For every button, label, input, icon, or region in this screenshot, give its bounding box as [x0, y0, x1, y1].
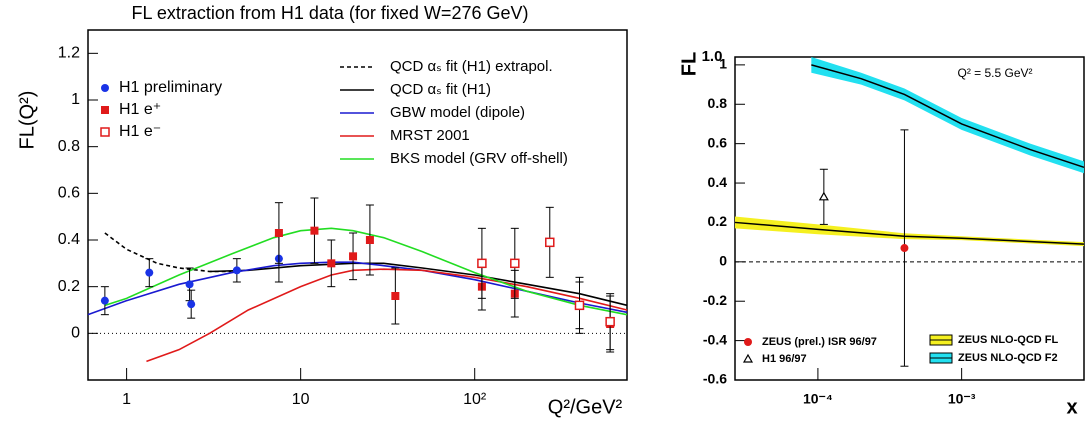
- data-point: [349, 252, 358, 261]
- data-point: [232, 266, 241, 275]
- data-point: [187, 300, 196, 309]
- data-point: [327, 259, 336, 268]
- y-tick-label: -0.4: [703, 331, 727, 347]
- y-tick-label: 0: [71, 325, 80, 342]
- data-point: [605, 316, 615, 327]
- x-tick-label: 10⁻⁴: [803, 391, 833, 407]
- y-tick-label: 0.4: [58, 231, 80, 248]
- data-point: [818, 191, 829, 201]
- y-tick-label: -0.6: [703, 371, 727, 387]
- x-tick-label: 10²: [463, 391, 487, 408]
- data-point: [185, 280, 194, 289]
- legend-marker: [101, 106, 109, 114]
- legend-marker: [100, 127, 110, 137]
- plot-frame: [734, 56, 1085, 381]
- x-tick-label: 10⁻³: [948, 391, 976, 407]
- y-tick-label: -0.2: [703, 292, 727, 308]
- legend-label: H1 e⁻: [119, 123, 161, 140]
- x-axis-label: Q²/GeV²: [548, 396, 623, 418]
- y-tick-label: 0.4: [708, 174, 728, 190]
- legend-label: MRST 2001: [390, 127, 470, 144]
- data-point: [900, 244, 909, 253]
- data-point: [574, 300, 585, 311]
- legend-label: QCD αₛ fit (H1) extrapol.: [390, 58, 553, 75]
- band: [735, 216, 1084, 247]
- legend-label: ZEUS NLO-QCD F2: [958, 352, 1058, 364]
- legend-label: H1 preliminary: [119, 79, 222, 96]
- data-point: [365, 236, 374, 244]
- data-point: [477, 258, 487, 269]
- x-tick-label: 10: [292, 391, 310, 408]
- legend-label: GBW model (dipole): [390, 104, 525, 121]
- annotation: 1.0: [702, 48, 723, 65]
- curve: [209, 262, 628, 307]
- annotation: Q² = 5.5 GeV²: [957, 66, 1032, 80]
- y-tick-label: 0.6: [58, 185, 80, 202]
- y-tick-label: 0.6: [708, 134, 728, 150]
- curve: [104, 232, 232, 273]
- y-tick-label: 0.2: [708, 213, 728, 229]
- y-axis-label: FL(Q²): [16, 91, 38, 150]
- legend-label: BKS model (GRV off-shell): [390, 150, 568, 167]
- x-axis-label: x: [1066, 396, 1077, 418]
- curve: [146, 268, 628, 363]
- legend-label: H1 96/97: [762, 353, 807, 365]
- legend-label: ZEUS (prel.) ISR 96/97: [762, 336, 877, 348]
- data-point: [510, 258, 520, 269]
- legend-marker: [744, 338, 752, 346]
- legend-marker: [742, 353, 754, 363]
- plot-frame: [87, 29, 628, 381]
- data-point: [310, 226, 319, 235]
- y-tick-label: 1.2: [58, 45, 80, 62]
- x-tick-label: 1: [122, 391, 131, 408]
- data-point: [545, 237, 555, 248]
- legend-marker: [101, 84, 109, 92]
- y-axis-label: FL: [678, 52, 700, 76]
- y-tick-label: 1: [719, 56, 727, 72]
- legend-label: ZEUS NLO-QCD FL: [958, 334, 1058, 346]
- legend-label: QCD αₛ fit (H1): [390, 81, 491, 98]
- data-point: [100, 296, 109, 305]
- curve: [104, 227, 628, 316]
- legend-label: H1 e⁺: [119, 101, 161, 118]
- y-tick-label: 1: [71, 91, 80, 108]
- band: [811, 57, 1084, 174]
- data-point: [391, 292, 400, 300]
- data-point: [274, 229, 283, 237]
- data-point: [145, 268, 154, 277]
- y-tick-label: 0.8: [58, 138, 80, 155]
- chart-title: FL extraction from H1 data (for fixed W=…: [132, 3, 529, 23]
- y-tick-label: 0.2: [58, 278, 80, 295]
- y-tick-label: 0: [719, 253, 727, 269]
- y-tick-label: 0.8: [708, 95, 728, 111]
- band-center: [811, 64, 1085, 169]
